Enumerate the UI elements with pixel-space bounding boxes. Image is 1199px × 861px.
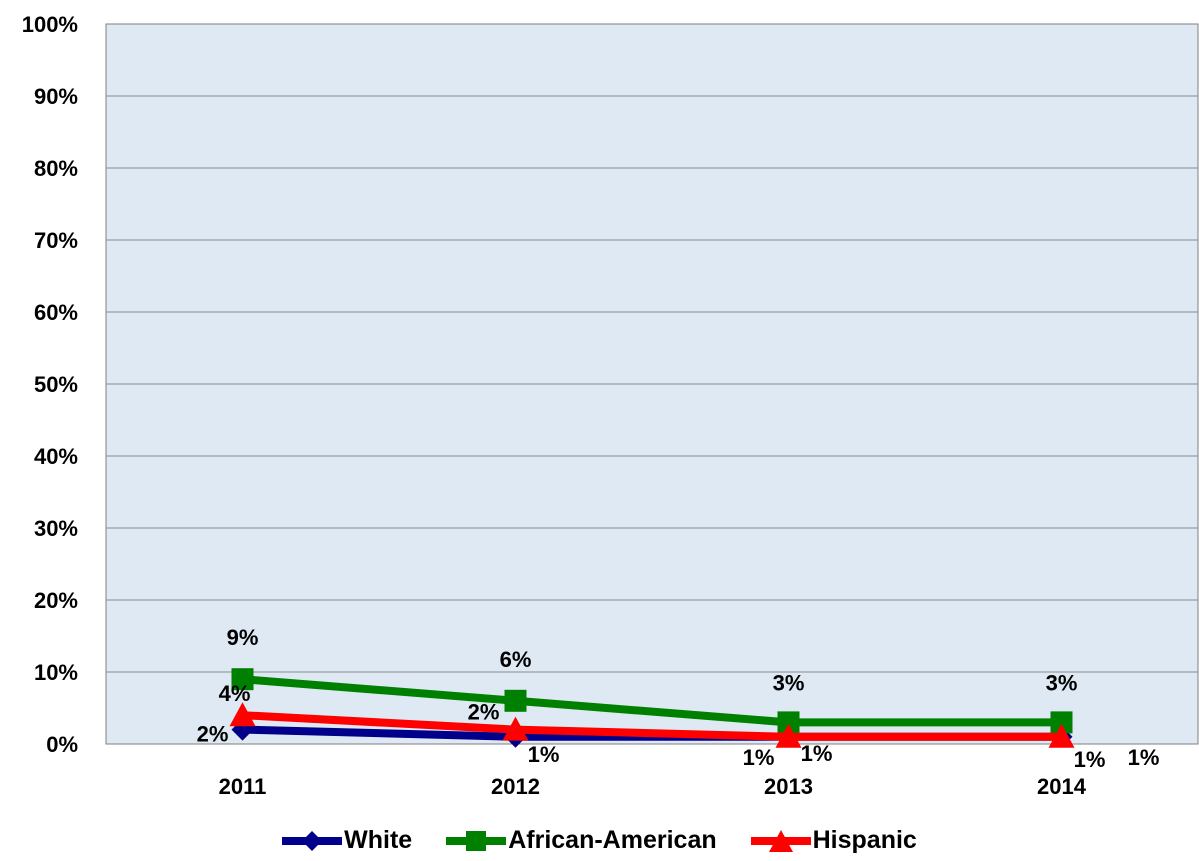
series-line-hispanic: [242, 711, 1062, 741]
legend-item-african-american: African-American: [446, 826, 717, 855]
data-label: 1%: [1128, 745, 1160, 770]
legend-label: African-American: [508, 826, 717, 854]
data-label: 1%: [1074, 747, 1106, 772]
data-label: 9%: [227, 625, 259, 650]
y-tick-label: 50%: [34, 372, 78, 397]
x-tick-label: 2013: [764, 774, 813, 799]
data-point: [775, 723, 802, 748]
y-tick-label: 90%: [34, 84, 78, 109]
data-label: 3%: [1046, 670, 1078, 695]
y-axis-ticks: 0% 10% 20% 30% 40% 50% 60% 70% 80% 90% 100%: [22, 12, 78, 757]
data-point: [1050, 711, 1073, 734]
triangle-marker-icon: [750, 829, 811, 852]
data-label: 1%: [743, 745, 775, 770]
y-tick-label: 20%: [34, 588, 78, 613]
gridlines: [106, 95, 1198, 673]
series-line-african-american: [242, 675, 1062, 727]
data-label: 1%: [528, 742, 560, 767]
square-marker-icon: [446, 830, 507, 851]
data-label: 4%: [219, 681, 251, 706]
data-point: [502, 716, 529, 741]
legend-item-hispanic: Hispanic: [750, 826, 917, 855]
data-point: [777, 711, 800, 734]
y-tick-label: 60%: [34, 300, 78, 325]
data-point: [1048, 723, 1075, 748]
x-tick-label: 2012: [491, 774, 540, 799]
legend-label: Hispanic: [812, 826, 917, 854]
data-label: 2%: [468, 700, 500, 725]
y-tick-label: 70%: [34, 228, 78, 253]
data-point: [231, 668, 254, 691]
x-tick-label: 2014: [1037, 774, 1087, 799]
y-tick-label: 10%: [34, 660, 78, 685]
legend: White African-American Hispanic: [0, 826, 1199, 855]
x-axis-ticks: 2011 2012 2013 2014: [219, 774, 1087, 799]
y-tick-label: 0%: [46, 732, 78, 757]
y-tick-label: 80%: [34, 156, 78, 181]
legend-item-white: White: [282, 826, 412, 855]
data-point: [504, 689, 527, 712]
legend-label: White: [344, 826, 413, 854]
data-label: 6%: [500, 647, 532, 672]
series-lines: [229, 668, 1075, 748]
diamond-marker-icon: [282, 830, 343, 851]
data-point: [229, 702, 256, 727]
y-tick-label: 40%: [34, 444, 78, 469]
data-label: 1%: [801, 741, 833, 766]
y-tick-label: 30%: [34, 516, 78, 541]
data-label: 2%: [197, 722, 229, 747]
x-tick-label: 2011: [219, 774, 267, 799]
data-label: 3%: [773, 670, 805, 695]
y-tick-label: 100%: [22, 12, 78, 37]
data-labels: 2% 1% 1% 1% 9% 6% 3% 3% 4% 2% 1% 1%: [197, 625, 1160, 772]
